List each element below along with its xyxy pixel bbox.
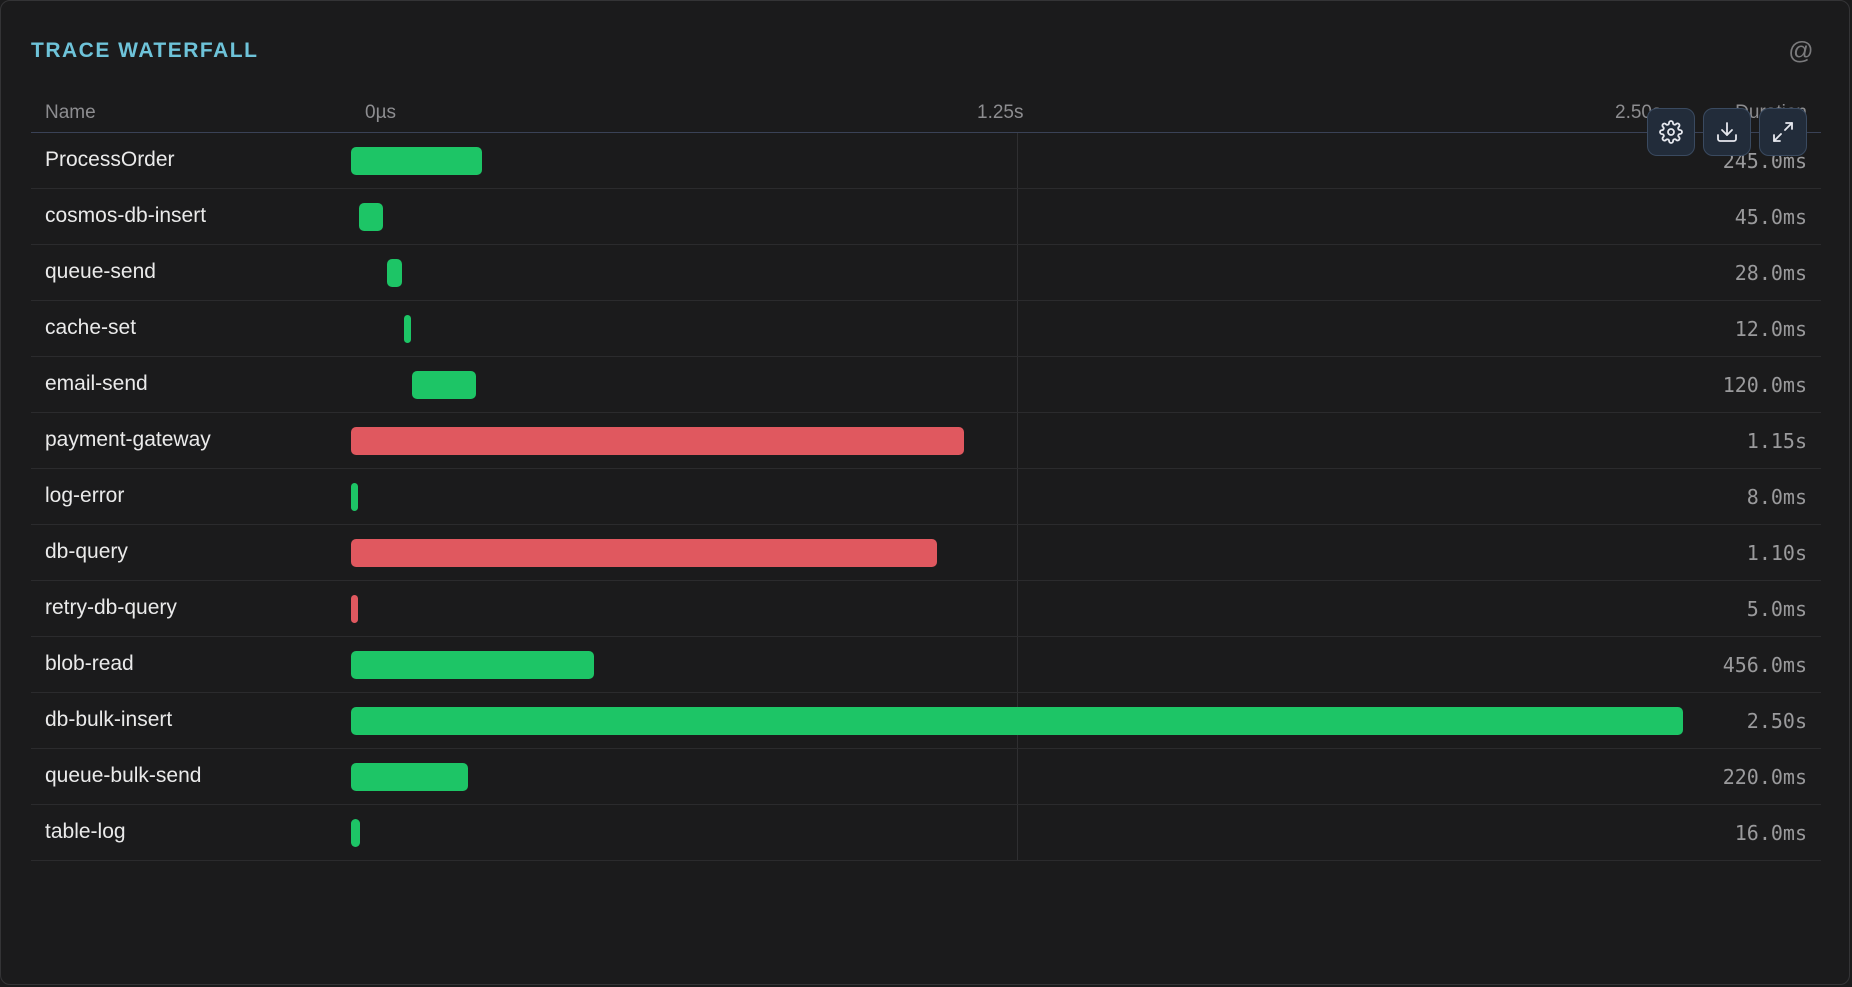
- span-name: payment-gateway: [45, 428, 211, 451]
- span-row[interactable]: cache-set 12.0ms: [31, 301, 1821, 357]
- span-name: retry-db-query: [45, 596, 177, 619]
- span-row[interactable]: ProcessOrder 245.0ms: [31, 133, 1821, 189]
- span-row[interactable]: log-error 8.0ms: [31, 469, 1821, 525]
- span-row[interactable]: db-bulk-insert 2.50s: [31, 693, 1821, 749]
- span-bar[interactable]: [412, 371, 477, 399]
- span-row[interactable]: cosmos-db-insert 45.0ms: [31, 189, 1821, 245]
- span-duration: 456.0ms: [1722, 653, 1807, 677]
- span-name: db-query: [45, 540, 128, 563]
- span-duration: 8.0ms: [1746, 485, 1807, 509]
- span-duration: 5.0ms: [1746, 597, 1807, 621]
- span-name: email-send: [45, 372, 148, 395]
- span-row[interactable]: payment-gateway 1.15s: [31, 413, 1821, 469]
- span-bar[interactable]: [351, 707, 1683, 735]
- span-bar[interactable]: [351, 651, 594, 679]
- span-bar[interactable]: [351, 819, 360, 847]
- span-row[interactable]: table-log 16.0ms: [31, 805, 1821, 861]
- span-name: db-bulk-insert: [45, 708, 173, 731]
- expand-button[interactable]: [1759, 108, 1807, 156]
- span-name: table-log: [45, 820, 126, 843]
- span-duration: 12.0ms: [1734, 317, 1807, 341]
- at-icon[interactable]: @: [1788, 37, 1814, 65]
- span-name: queue-bulk-send: [45, 764, 202, 787]
- span-row[interactable]: email-send 120.0ms: [31, 357, 1821, 413]
- span-duration: 45.0ms: [1734, 205, 1807, 229]
- span-name: blob-read: [45, 652, 134, 675]
- span-rows: ProcessOrder 245.0ms cosmos-db-insert 45.0m…: [31, 133, 1821, 861]
- tick-label-start: 0µs: [365, 102, 397, 123]
- span-duration: 2.50s: [1746, 709, 1807, 733]
- header-name-label: Name: [45, 102, 96, 123]
- span-name: cache-set: [45, 316, 137, 339]
- span-duration: 28.0ms: [1734, 261, 1807, 285]
- expand-icon: [1773, 122, 1793, 142]
- download-icon: [1717, 122, 1737, 142]
- span-row[interactable]: queue-bulk-send 220.0ms: [31, 749, 1821, 805]
- span-name: log-error: [45, 484, 125, 507]
- span-bar[interactable]: [351, 483, 358, 511]
- chart-toolbar: [1647, 108, 1807, 156]
- span-row[interactable]: queue-send 28.0ms: [31, 245, 1821, 301]
- span-bar[interactable]: [358, 203, 383, 231]
- column-header: Name 0µs 1.25s 2.50s Duration: [31, 97, 1821, 133]
- span-duration: 16.0ms: [1734, 821, 1807, 845]
- span-name: ProcessOrder: [45, 148, 175, 171]
- span-bar[interactable]: [351, 539, 938, 567]
- gear-icon: [1659, 120, 1683, 144]
- settings-button[interactable]: [1647, 108, 1695, 156]
- span-name: queue-send: [45, 260, 156, 283]
- span-row[interactable]: db-query 1.10s: [31, 525, 1821, 581]
- span-bar[interactable]: [351, 427, 964, 455]
- span-bar[interactable]: [386, 259, 402, 287]
- gridline-mid: [1017, 133, 1018, 861]
- span-duration: 1.10s: [1746, 541, 1807, 565]
- span-duration: 1.15s: [1746, 429, 1807, 453]
- download-button[interactable]: [1703, 108, 1751, 156]
- span-bar[interactable]: [351, 147, 482, 175]
- span-row[interactable]: blob-read 456.0ms: [31, 637, 1821, 693]
- span-bar[interactable]: [404, 315, 412, 343]
- panel-title: TRACE WATERFALL: [31, 39, 259, 62]
- span-duration: 220.0ms: [1722, 765, 1807, 789]
- span-row[interactable]: retry-db-query 5.0ms: [31, 581, 1821, 637]
- span-bar[interactable]: [351, 763, 469, 791]
- tick-label-mid: 1.25s: [977, 102, 1024, 123]
- span-duration: 120.0ms: [1722, 373, 1807, 397]
- span-bar[interactable]: [351, 595, 358, 623]
- span-name: cosmos-db-insert: [45, 204, 207, 227]
